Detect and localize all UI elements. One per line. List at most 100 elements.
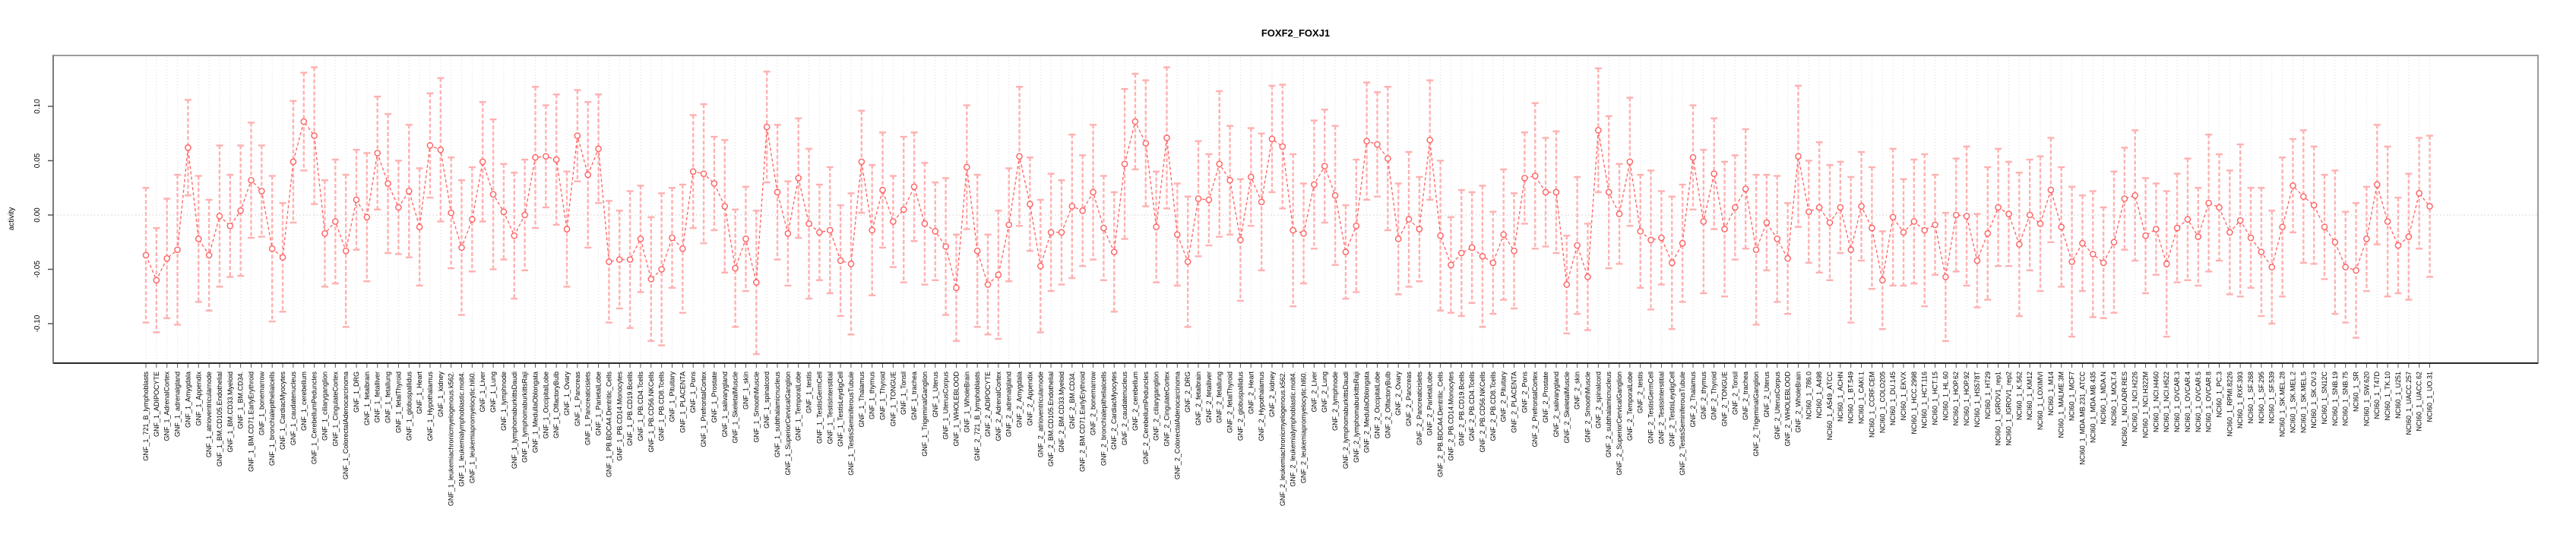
data-point xyxy=(879,186,886,194)
data-point xyxy=(973,247,981,255)
x-tick-label: GNF_1_ColorectalAdenocarcinoma xyxy=(342,372,350,479)
x-tick-label: GNF_1_Heart xyxy=(416,372,423,415)
x-tick-label: GNF_1_TemporalLobe xyxy=(795,372,802,441)
x-tick-label: GNF_1_lymphnode xyxy=(500,372,508,431)
x-tick-label: NCI60_1_ACHN xyxy=(1837,372,1844,422)
x-tick-label: GNF_2_721_B_lymphoblasts xyxy=(973,372,981,461)
data-point xyxy=(1437,232,1444,239)
x-tick-label: NCI60_1_MDA.MB.231_ATCC xyxy=(2078,372,2086,465)
data-point xyxy=(2416,190,2423,197)
data-point xyxy=(2216,204,2223,211)
x-tick-label: GNF_2_CingulateCortex xyxy=(1163,372,1170,447)
x-tick-label: GNF_2_fetalThyroid xyxy=(1226,372,1234,433)
data-point xyxy=(205,251,213,259)
data-point xyxy=(1721,226,1728,232)
x-tick-label: GNF_1_TestisInterstitial xyxy=(826,372,834,444)
data-point xyxy=(1952,211,1960,219)
x-tick-label: GNF_1_lymphomaburkittsDaudi xyxy=(511,372,518,469)
x-tick-label: NCI60_1_OVCAR.3 xyxy=(2173,372,2181,432)
x-tick-label: GNF_2_BM.CD105.Endothelial xyxy=(1047,372,1055,466)
x-tick-label: NCI60_1_RPMI.8226 xyxy=(2226,372,2233,437)
x-tick-label: GNF_2_fetalbrain xyxy=(1195,372,1202,425)
data-point xyxy=(2195,233,2202,240)
data-point xyxy=(574,132,581,139)
data-point xyxy=(1457,249,1465,257)
x-tick-label: GNF_1_Liver xyxy=(479,372,486,413)
data-point xyxy=(1689,153,1697,161)
y-tick-label: 0.10 xyxy=(33,99,42,114)
x-tick-label: GNF_1_MedullaOblongata xyxy=(531,372,539,453)
x-tick-label: GNF_2_PB.CD14.Monocytes xyxy=(1447,372,1454,461)
data-point xyxy=(1385,155,1391,162)
x-tick-label: GNF_1_PLACENTA xyxy=(679,372,686,433)
x-tick-label: NCI60_1_SN12C xyxy=(2321,372,2328,425)
x-tick-label: GNF_2_UterusCorpus xyxy=(1774,372,1781,440)
data-point xyxy=(1647,236,1654,244)
x-tick-label: GNF_1_thymus xyxy=(869,372,876,420)
x-tick-label: GNF_1_OlfactoryBulb xyxy=(552,372,560,438)
x-tick-label: GNF_1_SmoothMuscle xyxy=(752,372,760,443)
data-point xyxy=(1668,259,1676,267)
x-tick-label: GNF_2_testis xyxy=(1637,372,1644,414)
x-tick-label: NCI60_1_SK.MEL.28 xyxy=(2279,372,2286,437)
data-point xyxy=(1521,175,1528,182)
data-point xyxy=(437,146,445,153)
data-point xyxy=(1574,242,1581,249)
x-tick-label: GNF_1_Appendix xyxy=(195,372,202,426)
x-tick-label: GNF_1_ADIPOCYTE xyxy=(153,372,160,437)
data-point xyxy=(2353,267,2359,274)
x-tick-label: NCI60_1_HOP.92 xyxy=(1963,372,1970,425)
data-point xyxy=(1805,208,1812,216)
x-tick-label: GNF_2_caudatenucleus xyxy=(1121,372,1128,446)
x-tick-label: GNF_1_fetalliver xyxy=(374,372,381,423)
data-point xyxy=(1763,219,1771,226)
x-tick-label: GNF_1_BM.CD34. xyxy=(237,372,245,429)
data-point xyxy=(2236,217,2244,224)
x-tick-label: NCI60_1_SF.295 xyxy=(2258,372,2265,424)
data-point xyxy=(385,180,391,187)
x-tick-label: NCI60_1_SK.OV.3 xyxy=(2310,372,2318,428)
data-point xyxy=(1752,246,1760,254)
data-point xyxy=(1163,134,1170,141)
data-point xyxy=(1279,143,1286,150)
data-point xyxy=(489,191,497,198)
x-tick-label: GNF_2_lymphnode xyxy=(1331,372,1339,431)
data-point xyxy=(1595,127,1602,134)
x-tick-label: GNF_2_WHOLEBLOOD xyxy=(1784,372,1792,447)
data-point xyxy=(479,158,486,166)
data-point xyxy=(689,168,697,175)
x-tick-label: GNF_1_bonemarrow xyxy=(258,372,265,436)
x-tick-label: NCI60_1_HT29 xyxy=(1984,372,1992,419)
data-point xyxy=(637,236,644,242)
y-tick-label: 0.05 xyxy=(33,153,42,168)
x-tick-label: GNF_2_DRG xyxy=(1184,372,1191,413)
data-point xyxy=(1216,160,1223,168)
data-point xyxy=(1047,229,1055,236)
x-tick-label: GNF_2_thymus xyxy=(1700,372,1707,420)
data-point xyxy=(2153,226,2160,232)
data-point xyxy=(1068,203,1076,210)
x-tick-label: GNF_2_PrefrontalCortex xyxy=(1531,372,1539,447)
x-tick-label: GNF_2_Prostate xyxy=(1542,372,1549,423)
data-point xyxy=(1016,153,1023,160)
data-point xyxy=(2331,239,2339,246)
x-tick-label: GNF_2_leukemiachronicmyelogenous.k562. xyxy=(1279,372,1286,506)
x-tick-label: GNF_2_OccipitalLobe xyxy=(1373,372,1381,439)
data-point xyxy=(216,213,223,220)
x-tick-label: NCI60_1_SK.MEL.5 xyxy=(2299,372,2307,433)
x-tick-label: GNF_1_BM.CD33.Myeloid xyxy=(226,372,234,453)
data-point xyxy=(2247,234,2255,242)
x-tick-label: NCI60_1_DU.145 xyxy=(1889,372,1897,425)
data-point xyxy=(1468,244,1476,251)
x-tick-label: GNF_2_CerebellumPeduncles xyxy=(1142,372,1150,465)
x-tick-label: NCI60_1_OVCAR.8 xyxy=(2205,372,2213,432)
data-point xyxy=(342,247,350,255)
data-point xyxy=(1321,163,1328,169)
data-point xyxy=(1226,176,1233,184)
x-tick-label: GNF_1_skin xyxy=(742,372,749,409)
data-point xyxy=(1679,239,1686,247)
x-tick-label: GNF_2_ADIPOCYTE xyxy=(984,372,992,437)
x-tick-label: GNF_1_PB.CD8.Tcells xyxy=(658,372,666,441)
data-point xyxy=(1889,213,1897,221)
